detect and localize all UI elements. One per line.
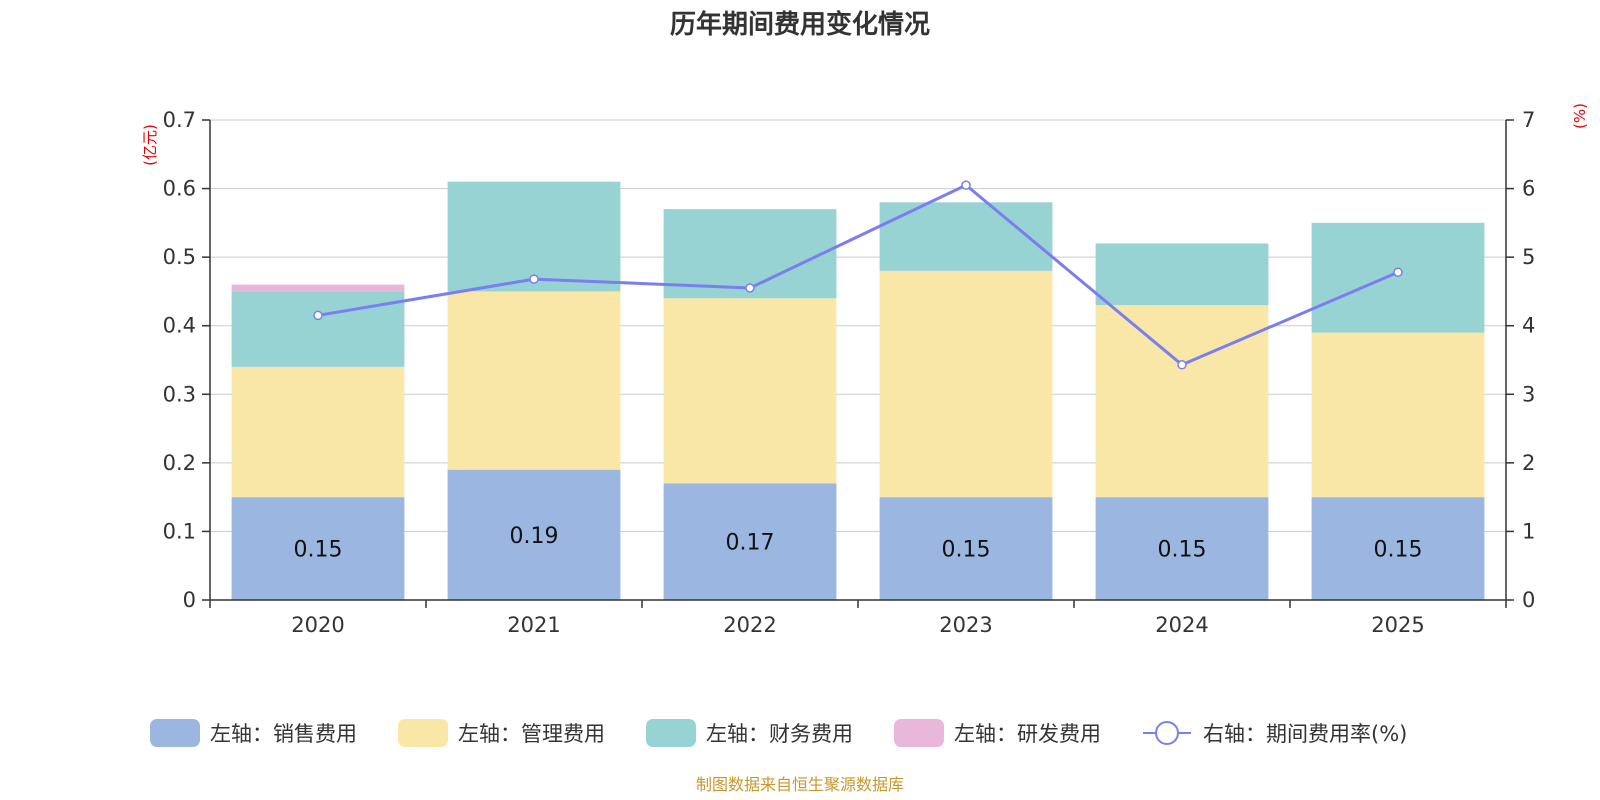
source-note: 制图数据来自恒生聚源数据库 — [696, 775, 904, 794]
chart-title: 历年期间费用变化情况 — [670, 9, 930, 40]
bar-segment — [879, 270, 1053, 498]
axes: 0 0.1 0.2 0.3 0.4 0.5 0.6 0.7 0 1 2 3 4 5 6 7 2020 2021 20… — [163, 108, 1536, 637]
legend-swatch — [894, 719, 944, 747]
legend-item: 左轴：财务费用 — [646, 719, 853, 747]
legend-item: 左轴：管理费用 — [398, 719, 605, 747]
bar-segment — [1095, 243, 1269, 306]
x-tick-label: 2021 — [507, 613, 560, 637]
left-tick-label: 0.4 — [163, 314, 196, 338]
gridlines — [210, 119, 1506, 532]
x-tick-label: 2025 — [1371, 613, 1424, 637]
bar-segment — [231, 291, 405, 367]
bar-value-label: 0.15 — [294, 538, 343, 563]
right-tick-label: 1 — [1522, 519, 1535, 543]
x-tick-label: 2023 — [939, 613, 992, 637]
bar-segment — [663, 298, 837, 484]
left-tick-label: 0.7 — [163, 108, 196, 132]
bar-segment — [1095, 305, 1269, 498]
bar-segment — [663, 483, 837, 600]
legend-swatch — [150, 719, 200, 747]
left-tick-label: 0.2 — [163, 451, 196, 475]
left-tick-label: 0 — [183, 588, 196, 612]
legend-marker — [1155, 721, 1179, 745]
data-labels: 0.15 0.19 0.17 0.15 0.15 0.15 — [294, 524, 1423, 563]
legend-swatch — [646, 719, 696, 747]
bar-value-label: 0.17 — [726, 531, 775, 556]
bar-segment — [231, 497, 405, 600]
legend-item: 左轴：研发费用 — [894, 719, 1101, 747]
left-tick-label: 0.5 — [163, 245, 196, 269]
left-axis-unit: (亿元) — [141, 124, 159, 166]
legend-label: 左轴：销售费用 — [210, 722, 357, 746]
legend-label: 左轴：财务费用 — [706, 722, 853, 746]
rate-point — [529, 274, 539, 284]
right-axis-unit: (%) — [1571, 103, 1589, 129]
bar-segment — [1311, 332, 1485, 498]
rate-point — [961, 180, 971, 190]
bar-segment — [231, 284, 405, 292]
bar-value-label: 0.15 — [1374, 538, 1423, 563]
bar-segment — [879, 497, 1053, 600]
bar-segment — [447, 181, 621, 292]
bar-segment — [231, 366, 405, 498]
bar-segment — [1311, 222, 1485, 333]
rate-line — [317, 183, 1399, 367]
bar-value-label: 0.15 — [942, 538, 991, 563]
right-tick-label: 2 — [1522, 451, 1535, 475]
right-tick-label: 6 — [1522, 177, 1535, 201]
bar-segment — [447, 291, 621, 470]
x-tick-label: 2022 — [723, 613, 776, 637]
bar-segment — [1095, 497, 1269, 600]
left-tick-label: 0.1 — [163, 519, 196, 543]
rate-point — [313, 310, 323, 321]
legend-swatch — [398, 719, 448, 747]
bar-series — [231, 181, 1485, 600]
rate-point — [745, 283, 755, 293]
left-tick-label: 0.3 — [163, 382, 196, 406]
right-tick-label: 3 — [1522, 382, 1535, 406]
rate-point — [1393, 267, 1403, 277]
rate-point — [1177, 360, 1187, 370]
bar-segment — [1311, 497, 1485, 600]
legend-label: 左轴：研发费用 — [954, 722, 1101, 746]
legend-label: 左轴：管理费用 — [458, 722, 605, 746]
bar-value-label: 0.19 — [510, 524, 559, 549]
left-tick-label: 0.6 — [163, 177, 196, 201]
legend-item: 左轴：销售费用 — [150, 719, 357, 747]
x-tick-label: 2020 — [291, 613, 344, 637]
right-tick-label: 0 — [1522, 588, 1535, 612]
rate-line-series — [313, 180, 1403, 370]
right-tick-label: 7 — [1522, 108, 1535, 132]
x-tick-label: 2024 — [1155, 613, 1208, 637]
bar-segment — [447, 469, 621, 600]
legend: 左轴：销售费用 左轴：管理费用 左轴：财务费用 左轴：研发费用 右轴：期间费用率(%) — [150, 719, 1407, 747]
legend-item: 右轴：期间费用率(%) — [1143, 721, 1407, 746]
right-tick-label: 4 — [1522, 314, 1535, 338]
right-tick-label: 5 — [1522, 245, 1535, 269]
bar-value-label: 0.15 — [1158, 538, 1207, 563]
legend-label: 右轴：期间费用率(%) — [1203, 722, 1407, 746]
